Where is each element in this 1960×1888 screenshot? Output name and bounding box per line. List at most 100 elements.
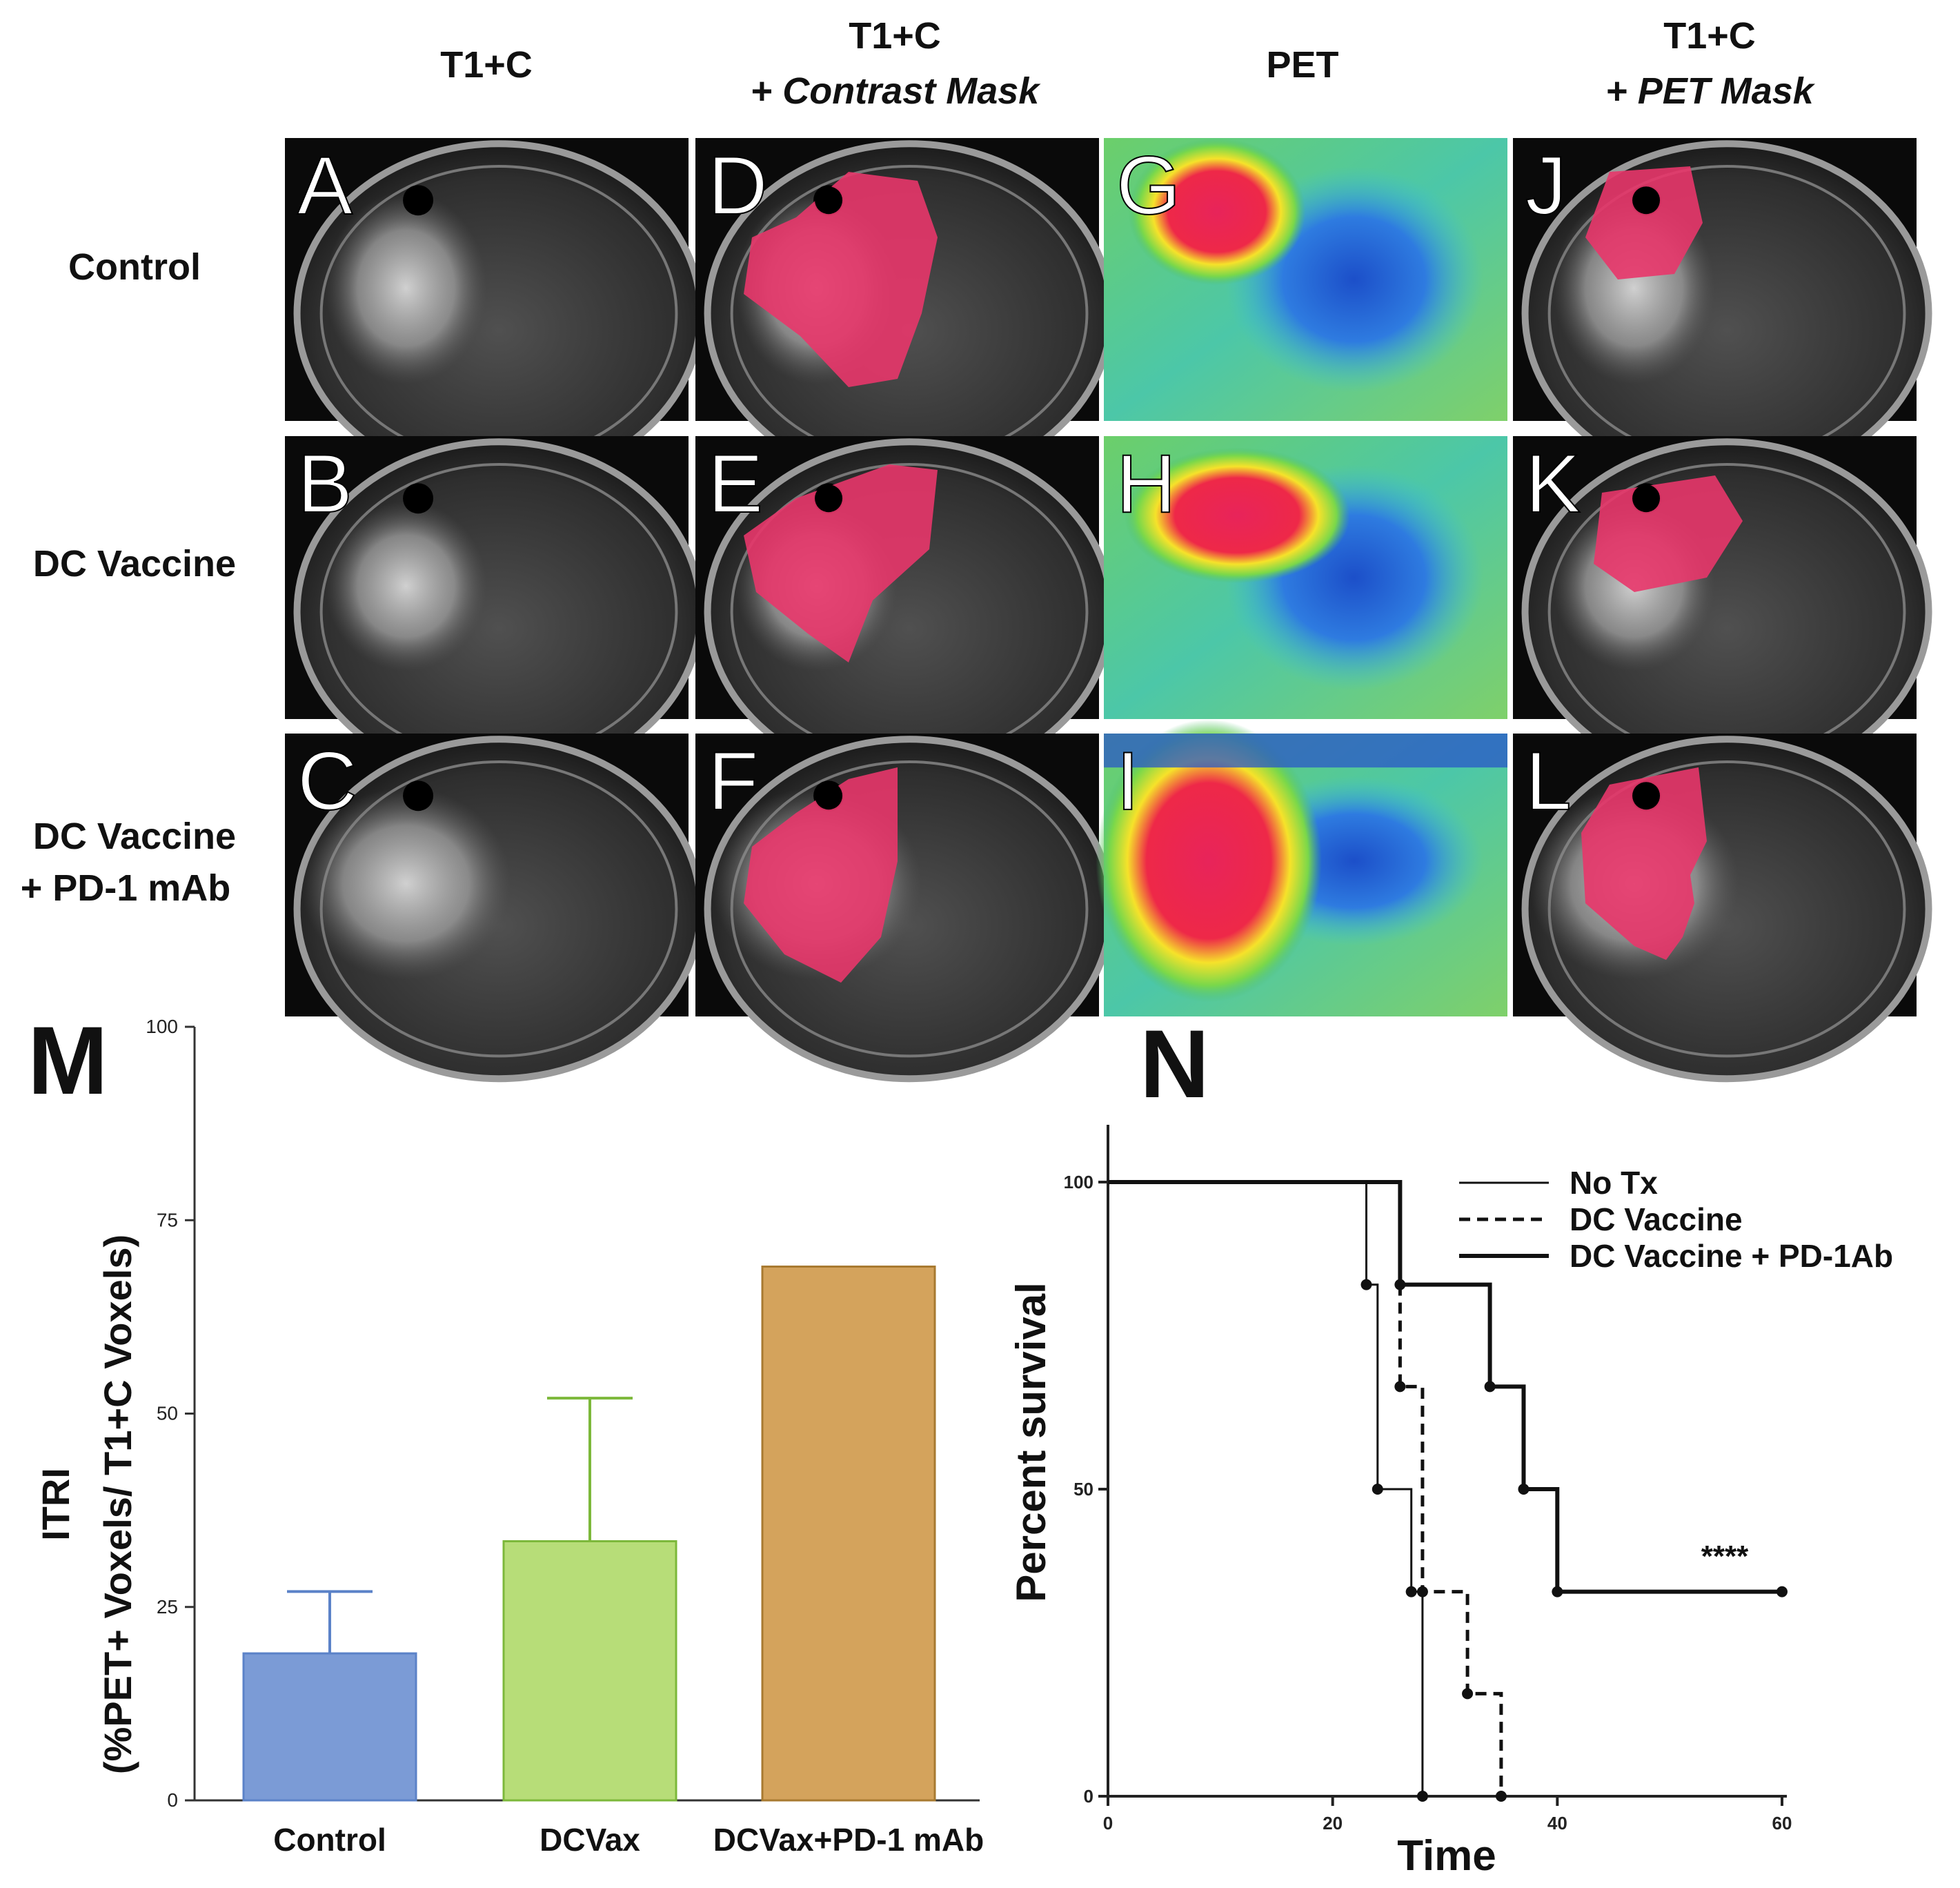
event-marker bbox=[1416, 1586, 1428, 1597]
injection-site bbox=[403, 185, 434, 216]
y-tick-label-m: 50 bbox=[157, 1403, 178, 1424]
column-headers: T1+C T1+C + Contrast Mask PET T1+C + PET… bbox=[440, 15, 1816, 112]
panel-letter-a: A bbox=[297, 139, 353, 232]
row-header-control: Control bbox=[68, 246, 201, 288]
y-tick-label-n: 100 bbox=[1064, 1172, 1093, 1192]
bar-chart-itri: M ITRI (%PET+ Voxels/ T1+C Voxels) 0 25 50… bbox=[28, 1006, 984, 1858]
ticks-n: 0 50 100 0 20 40 60 bbox=[1064, 1172, 1792, 1833]
image-panel-h: H bbox=[1104, 436, 1507, 719]
significance-annotation: **** bbox=[1701, 1540, 1749, 1573]
contrast-mask bbox=[744, 767, 898, 983]
event-marker bbox=[1394, 1279, 1406, 1290]
event-marker bbox=[1484, 1381, 1496, 1393]
row-header-dc-pd1-sub: + PD-1 mAb bbox=[21, 867, 231, 909]
y-axis-label-m-line2: (%PET+ Voxels/ T1+C Voxels) bbox=[96, 1235, 139, 1774]
contrast-mask bbox=[744, 464, 938, 662]
pet-mask bbox=[1594, 475, 1743, 592]
x-tick-label-n: 60 bbox=[1772, 1813, 1792, 1833]
panel-title-n: N bbox=[1140, 1010, 1209, 1118]
tumor-enhancement bbox=[325, 501, 487, 671]
panel-letter-j: J bbox=[1525, 139, 1567, 232]
row-header-dc-pd1: DC Vaccine bbox=[33, 816, 236, 857]
injection-site-overlay bbox=[815, 186, 843, 215]
image-panel-b: B bbox=[285, 436, 704, 785]
column-header-2-sub: + Contrast Mask bbox=[751, 70, 1042, 112]
image-panel-c: C bbox=[285, 734, 704, 1083]
event-marker bbox=[1776, 1586, 1788, 1597]
panel-title-m: M bbox=[28, 1006, 108, 1114]
legend-label: DC Vaccine + PD-1Ab bbox=[1570, 1238, 1893, 1274]
pet-hotspot bbox=[1124, 447, 1350, 584]
survival-line-dc-vaccine bbox=[1108, 1180, 1503, 1796]
image-grid: A D G J B E H K C F I L bbox=[285, 138, 1932, 1083]
injection-site-overlay bbox=[1632, 484, 1661, 513]
injection-site-overlay bbox=[1632, 782, 1661, 810]
pet-hotspot bbox=[1128, 138, 1306, 286]
y-tick-label-n: 50 bbox=[1073, 1479, 1093, 1499]
event-marker bbox=[1552, 1586, 1563, 1597]
bar-control bbox=[242, 1652, 417, 1802]
panel-letter-g: G bbox=[1116, 139, 1180, 232]
panel-letter-c: C bbox=[297, 735, 357, 827]
bar-dcvax bbox=[502, 1540, 677, 1802]
event-marker bbox=[1372, 1484, 1383, 1495]
event-marker bbox=[1394, 1381, 1406, 1393]
legend-label: No Tx bbox=[1570, 1165, 1658, 1201]
survival-series bbox=[1108, 1180, 1788, 1802]
image-panel-g: G bbox=[1104, 138, 1507, 421]
x-tick-label-m: DCVax bbox=[540, 1822, 640, 1858]
panel-letter-i: I bbox=[1116, 735, 1139, 827]
event-marker bbox=[1416, 1791, 1428, 1802]
column-header-2: T1+C bbox=[849, 15, 941, 57]
row-header-dc-vaccine: DC Vaccine bbox=[33, 543, 236, 584]
panel-letter-b: B bbox=[297, 437, 353, 530]
event-marker bbox=[1495, 1791, 1507, 1802]
injection-site bbox=[403, 483, 434, 514]
event-marker bbox=[1518, 1484, 1530, 1495]
panel-letter-e: E bbox=[708, 437, 763, 530]
column-header-1: T1+C bbox=[440, 44, 533, 86]
x-axis-label-n: Time bbox=[1397, 1832, 1496, 1880]
x-tick-label-m: Control bbox=[273, 1822, 386, 1858]
bar-dcvax-pd-1-mab bbox=[761, 1266, 936, 1802]
survival-chart: N Percent survival Time 0 50 100 0 20 40 60 **… bbox=[1008, 1010, 1893, 1880]
y-ticks-m: 0 25 50 75 100 bbox=[146, 1016, 195, 1811]
row-headers: Control DC Vaccine DC Vaccine + PD-1 mAb bbox=[21, 246, 236, 909]
event-marker bbox=[1462, 1688, 1474, 1700]
injection-site-overlay bbox=[815, 484, 843, 513]
pet-mask bbox=[1585, 166, 1703, 279]
panel-letter-h: H bbox=[1116, 437, 1176, 530]
event-marker bbox=[1405, 1586, 1417, 1597]
panel-letter-l: L bbox=[1525, 735, 1572, 827]
panel-letter-k: K bbox=[1525, 437, 1581, 530]
y-tick-label-m: 75 bbox=[157, 1209, 178, 1230]
tumor-enhancement bbox=[301, 787, 511, 980]
image-panel-i: I bbox=[1096, 719, 1507, 1016]
injection-site-overlay bbox=[815, 782, 843, 810]
column-header-4: T1+C bbox=[1663, 15, 1756, 57]
image-panel-d: D bbox=[695, 138, 1115, 487]
y-tick-label-m: 0 bbox=[167, 1789, 178, 1811]
image-panel-e: E bbox=[695, 436, 1115, 785]
y-tick-label-m: 100 bbox=[146, 1016, 178, 1037]
tumor-enhancement bbox=[325, 191, 487, 384]
image-panel-k: K bbox=[1513, 436, 1932, 785]
image-panel-f: F bbox=[695, 734, 1115, 1083]
panel-letter-f: F bbox=[708, 735, 758, 827]
bars-m: Control DCVax DCVax+PD-1 mAb bbox=[242, 1266, 984, 1858]
legend-label: DC Vaccine bbox=[1570, 1201, 1743, 1237]
y-axis-label-m-line1: ITRI bbox=[34, 1468, 77, 1541]
y-tick-label-m: 25 bbox=[157, 1596, 178, 1617]
image-panel-j: J bbox=[1513, 138, 1932, 487]
contrast-mask bbox=[744, 172, 938, 387]
pet-hotspot bbox=[1096, 719, 1322, 1003]
column-header-4-sub: + PET Mask bbox=[1605, 70, 1816, 112]
x-tick-label-n: 0 bbox=[1103, 1813, 1113, 1833]
injection-site-overlay bbox=[1632, 186, 1661, 215]
panel-letter-d: D bbox=[708, 139, 768, 232]
x-tick-label-n: 20 bbox=[1323, 1813, 1343, 1833]
image-panel-a: A bbox=[285, 138, 704, 487]
injection-site bbox=[403, 780, 434, 812]
